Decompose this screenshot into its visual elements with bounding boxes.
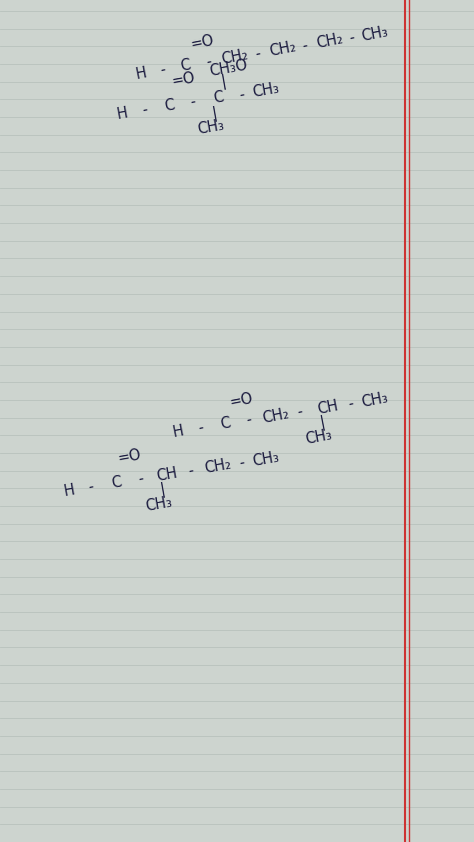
Text: |: |	[319, 414, 327, 431]
Text: -: -	[237, 455, 246, 471]
Text: CH₃: CH₃	[251, 81, 280, 100]
Text: CH₂: CH₂	[315, 31, 345, 51]
Text: =O: =O	[170, 71, 196, 89]
Text: -: -	[296, 404, 304, 420]
Text: |: |	[219, 74, 227, 90]
Text: CH₃: CH₃	[304, 427, 333, 447]
Text: CH₂: CH₂	[219, 47, 249, 67]
Text: -: -	[237, 87, 246, 102]
Text: C: C	[110, 475, 122, 491]
Text: |: |	[158, 482, 166, 498]
Text: -: -	[245, 413, 253, 428]
Text: -: -	[187, 463, 195, 479]
Text: H: H	[62, 482, 75, 498]
Text: CH₃: CH₃	[360, 24, 389, 44]
Text: -: -	[137, 471, 145, 487]
Text: CH: CH	[315, 398, 339, 417]
Text: -: -	[348, 29, 356, 45]
Text: -: -	[159, 61, 167, 77]
Text: =O: =O	[117, 447, 142, 466]
Text: C: C	[212, 90, 225, 106]
Text: |: |	[210, 105, 218, 121]
Text: H: H	[171, 424, 185, 440]
Text: =O: =O	[189, 33, 215, 52]
Text: CH₂: CH₂	[261, 406, 291, 426]
Text: CH₃O: CH₃O	[208, 58, 249, 79]
Text: -: -	[254, 45, 262, 61]
Text: H: H	[135, 65, 148, 82]
Text: C: C	[179, 57, 192, 74]
Text: CH₃: CH₃	[360, 390, 389, 410]
Text: CH₂: CH₂	[203, 456, 233, 477]
Text: CH₃: CH₃	[196, 117, 225, 136]
Text: =O: =O	[228, 392, 255, 410]
Text: C: C	[164, 98, 176, 115]
Text: H: H	[116, 105, 129, 122]
Text: CH₃: CH₃	[144, 494, 173, 514]
Text: -: -	[205, 54, 213, 70]
Text: C: C	[219, 416, 232, 432]
Text: -: -	[87, 479, 95, 495]
Text: CH₂: CH₂	[268, 40, 297, 59]
Text: -: -	[189, 94, 197, 110]
Text: -: -	[141, 102, 149, 118]
Text: -: -	[346, 396, 355, 412]
Text: -: -	[196, 420, 204, 436]
Text: -: -	[301, 38, 309, 53]
Text: CH: CH	[155, 466, 179, 484]
Text: CH₃: CH₃	[251, 449, 280, 469]
